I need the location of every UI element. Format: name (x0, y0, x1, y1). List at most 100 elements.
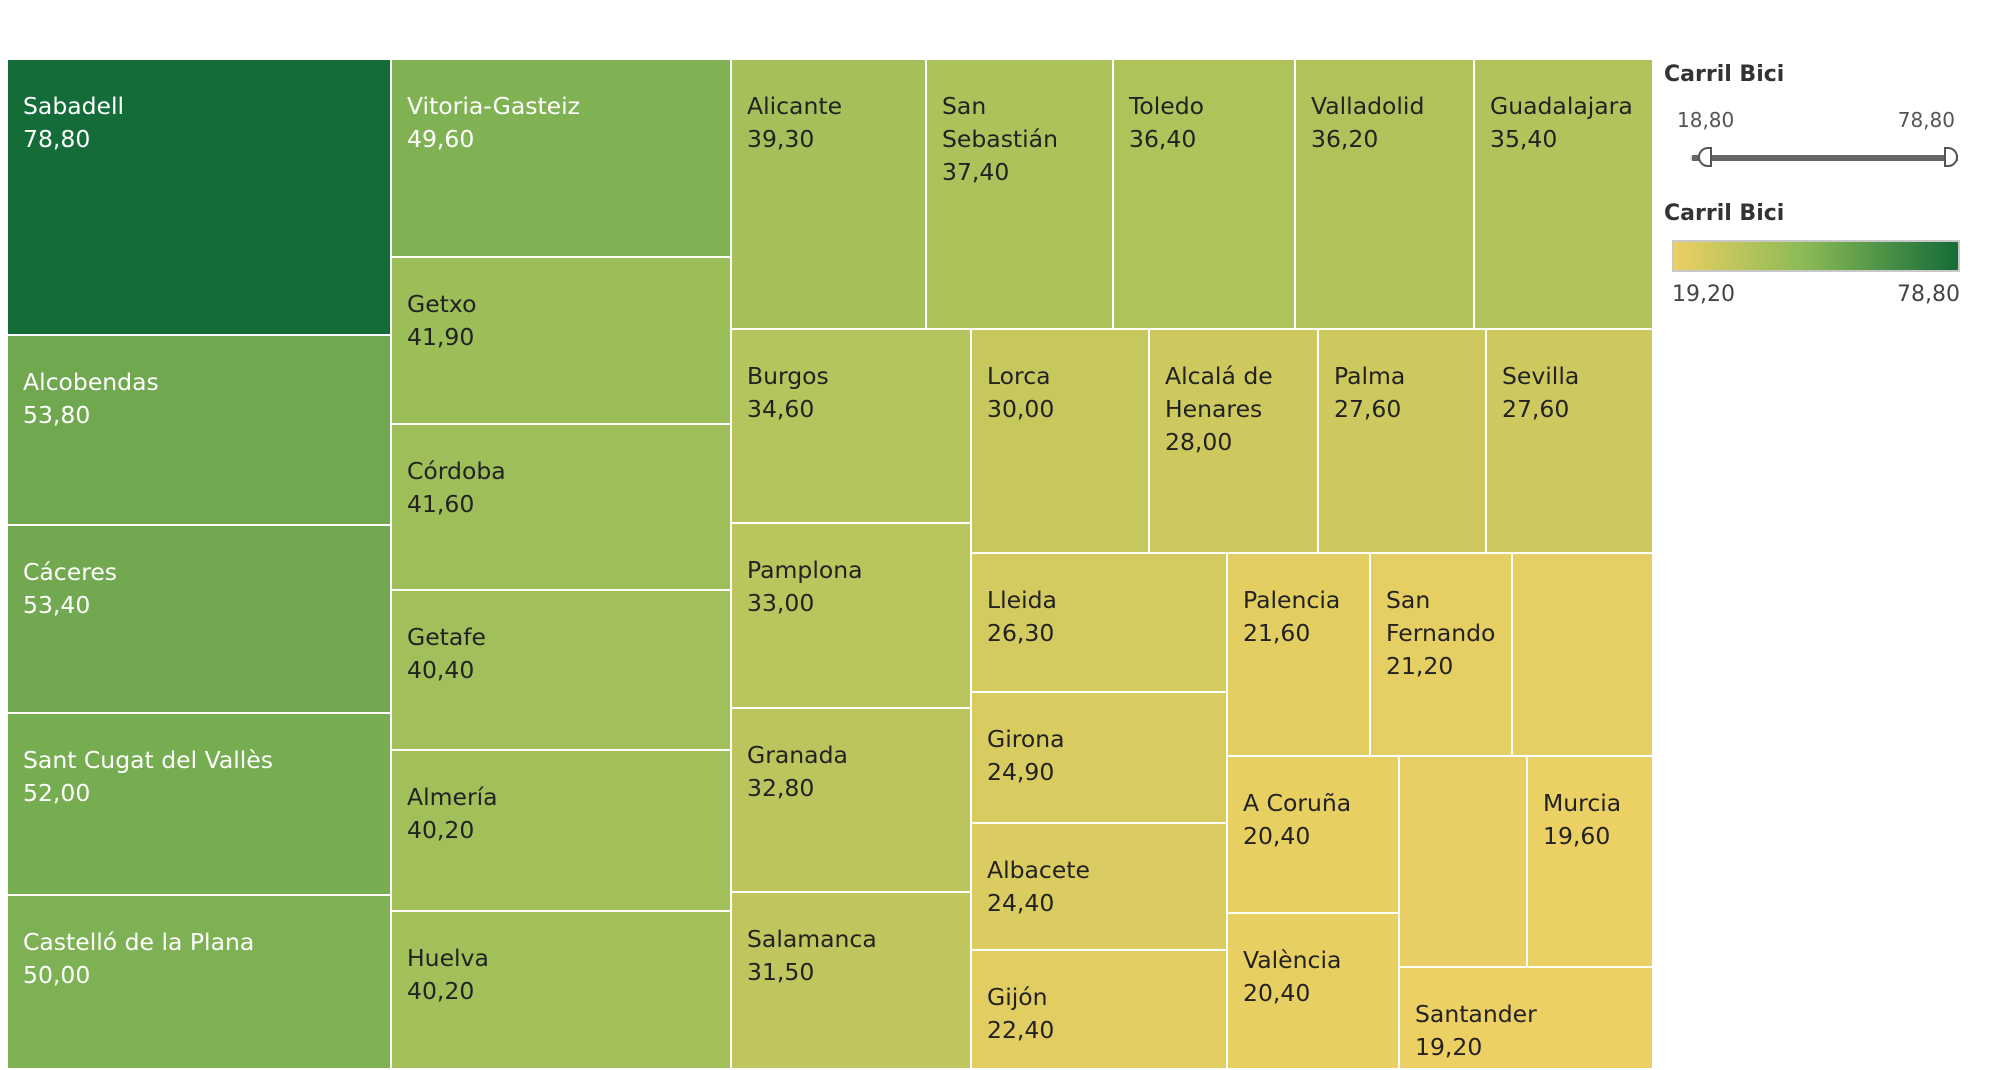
treemap-cell-san-fernando[interactable]: San Fernando 21,20 (1371, 554, 1513, 757)
treemap-cell-granada[interactable]: Granada 32,80 (732, 709, 972, 893)
city-value: 19,60 (1543, 822, 1611, 850)
treemap-cell-valencia[interactable]: València 20,40 (1228, 914, 1400, 1070)
city-value: 52,00 (23, 779, 91, 807)
city-name: Girona (987, 725, 1065, 753)
treemap-cell-sevilla[interactable]: Sevilla 27,60 (1487, 330, 1654, 554)
filter-title: Carril Bici (1664, 62, 1785, 87)
city-name: San Sebastián (942, 92, 1058, 153)
city-name: Almería (407, 783, 498, 811)
cell-label: Palencia 21,60 (1243, 584, 1363, 650)
treemap-cell-burgos[interactable]: Burgos 34,60 (732, 330, 972, 524)
city-name: Palma (1334, 362, 1406, 390)
treemap-cell-unlabeled-30[interactable] (1513, 554, 1654, 757)
city-value: 36,20 (1311, 125, 1379, 153)
treemap-cell-lleida[interactable]: Lleida 26,30 (972, 554, 1228, 693)
city-value: 27,60 (1334, 395, 1402, 423)
cell-label: San Fernando 21,20 (1386, 584, 1505, 683)
city-value: 37,40 (942, 158, 1010, 186)
treemap-cell-valladolid[interactable]: Valladolid 36,20 (1296, 60, 1475, 330)
treemap-cell-lorca[interactable]: Lorca 30,00 (972, 330, 1150, 554)
range-slider[interactable] (1690, 147, 1958, 167)
treemap-cell-palencia[interactable]: Palencia 21,60 (1228, 554, 1371, 757)
city-name: Getafe (407, 623, 487, 651)
city-name: Sevilla (1502, 362, 1580, 390)
city-name: Getxo (407, 290, 477, 318)
city-value: 41,90 (407, 323, 475, 351)
treemap-cell-alicante[interactable]: Alicante 39,30 (732, 60, 927, 330)
city-value: 39,30 (747, 125, 815, 153)
treemap-cell-murcia[interactable]: Murcia 19,60 (1528, 757, 1654, 968)
treemap-cell-toledo[interactable]: Toledo 36,40 (1114, 60, 1296, 330)
city-name: Toledo (1129, 92, 1205, 120)
treemap-cell-salamanca[interactable]: Salamanca 31,50 (732, 893, 972, 1070)
city-name: Alcalá de Henares (1165, 362, 1273, 423)
city-value: 40,40 (407, 656, 475, 684)
treemap-cell-caceres[interactable]: Cáceres 53,40 (8, 526, 392, 714)
city-name: Guadalajara (1490, 92, 1633, 120)
cell-label: Albacete 24,40 (987, 854, 1220, 920)
city-value: 40,20 (407, 977, 475, 1005)
city-name: Valladolid (1311, 92, 1425, 120)
city-value: 53,80 (23, 401, 91, 429)
treemap-cell-unlabeled-33[interactable] (1400, 757, 1528, 968)
treemap-cell-alcobendas[interactable]: Alcobendas 53,80 (8, 336, 392, 526)
treemap-cell-getxo[interactable]: Getxo 41,90 (392, 258, 732, 425)
cell-label: València 20,40 (1243, 944, 1392, 1010)
city-name: Sabadell (23, 92, 125, 120)
legend-min-value: 19,20 (1672, 282, 1735, 307)
city-name: Salamanca (747, 925, 877, 953)
slider-max-handle[interactable] (1944, 147, 1958, 167)
cell-label: Almería 40,20 (407, 781, 724, 847)
cell-label: Gijón 22,40 (987, 981, 1220, 1047)
city-value: 34,60 (747, 395, 815, 423)
treemap-cell-cordoba[interactable]: Córdoba 41,60 (392, 425, 732, 591)
cell-label: Lorca 30,00 (987, 360, 1142, 426)
treemap-cell-alcala-de-henares[interactable]: Alcalá de Henares 28,00 (1150, 330, 1319, 554)
cell-label: Sabadell 78,80 (23, 90, 384, 156)
treemap-cell-gijon[interactable]: Gijón 22,40 (972, 951, 1228, 1070)
treemap-cell-pamplona[interactable]: Pamplona 33,00 (732, 524, 972, 709)
cell-label: Cáceres 53,40 (23, 556, 384, 622)
city-name: Lorca (987, 362, 1051, 390)
cell-label: Vitoria-Gasteiz 49,60 (407, 90, 724, 156)
treemap-cell-santander[interactable]: Santander 19,20 (1400, 968, 1654, 1070)
color-legend-gradient (1672, 240, 1960, 272)
treemap-cell-castello-de-la-plana[interactable]: Castelló de la Plana 50,00 (8, 896, 392, 1070)
city-value: 40,20 (407, 816, 475, 844)
treemap-cell-huelva[interactable]: Huelva 40,20 (392, 912, 732, 1070)
cell-label: Alcobendas 53,80 (23, 366, 384, 432)
treemap-cell-san-sebastian[interactable]: San Sebastián 37,40 (927, 60, 1114, 330)
treemap-cell-palma[interactable]: Palma 27,60 (1319, 330, 1487, 554)
city-name: A Coruña (1243, 789, 1352, 817)
city-value: 21,60 (1243, 619, 1311, 647)
treemap-cell-almeria[interactable]: Almería 40,20 (392, 751, 732, 912)
city-name: Murcia (1543, 789, 1622, 817)
legend-title: Carril Bici (1664, 201, 1785, 226)
city-value: 27,60 (1502, 395, 1570, 423)
treemap-cell-girona[interactable]: Girona 24,90 (972, 693, 1228, 824)
city-value: 21,20 (1386, 652, 1454, 680)
city-value: 78,80 (23, 125, 91, 153)
treemap-cell-albacete[interactable]: Albacete 24,40 (972, 824, 1228, 951)
treemap-cell-a-coruna[interactable]: A Coruña 20,40 (1228, 757, 1400, 914)
city-name: Burgos (747, 362, 829, 390)
city-value: 30,00 (987, 395, 1055, 423)
cell-label: Sevilla 27,60 (1502, 360, 1646, 426)
city-name: Albacete (987, 856, 1090, 884)
city-name: Castelló de la Plana (23, 928, 255, 956)
treemap-cell-getafe[interactable]: Getafe 40,40 (392, 591, 732, 751)
treemap-cell-sant-cugat-del-valles[interactable]: Sant Cugat del Vallès 52,00 (8, 714, 392, 896)
cell-label: Sant Cugat del Vallès 52,00 (23, 744, 384, 810)
city-name: Alcobendas (23, 368, 159, 396)
cell-label: Alcalá de Henares 28,00 (1165, 360, 1311, 459)
cell-label: Getafe 40,40 (407, 621, 724, 687)
treemap-cell-vitoria-gasteiz[interactable]: Vitoria-Gasteiz 49,60 (392, 60, 732, 258)
slider-min-handle[interactable] (1697, 147, 1712, 167)
city-name: San Fernando (1386, 586, 1496, 647)
city-name: Palencia (1243, 586, 1341, 614)
treemap-cell-guadalajara[interactable]: Guadalajara 35,40 (1475, 60, 1654, 330)
city-name: Cáceres (23, 558, 118, 586)
treemap-cell-sabadell[interactable]: Sabadell 78,80 (8, 60, 392, 336)
city-value: 24,40 (987, 889, 1055, 917)
